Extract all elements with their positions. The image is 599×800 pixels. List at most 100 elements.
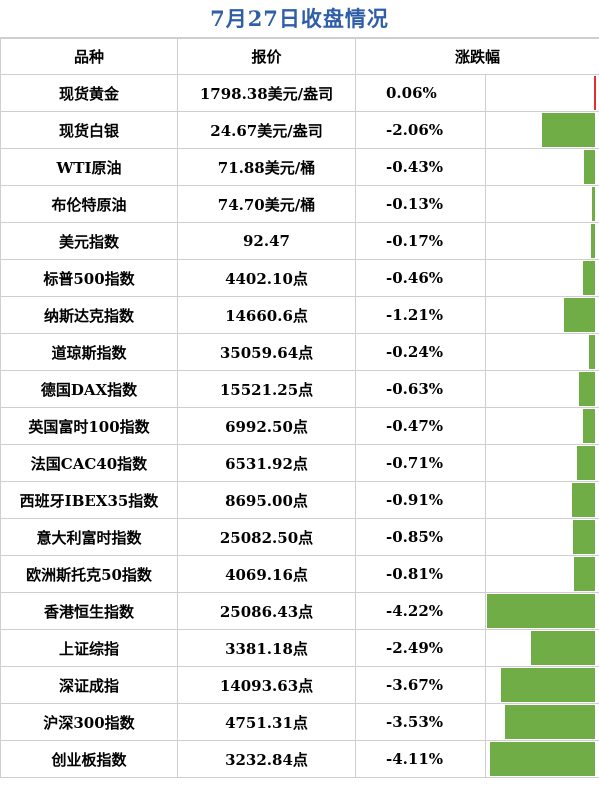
- row-bar-cell: [484, 111, 599, 149]
- row-name: 香港恒生指数: [0, 592, 178, 630]
- row-name: 上证综指: [0, 629, 178, 667]
- row-price: 6531.92点: [177, 444, 356, 482]
- table-row: WTI原油 71.88美元/桶 -0.43%: [0, 148, 599, 186]
- row-name: 沪深300指数: [0, 703, 178, 741]
- page-title: 7月27日收盘情况: [0, 0, 599, 38]
- table-row: 沪深300指数 4751.31点 -3.53%: [0, 703, 599, 741]
- row-name: 法国CAC40指数: [0, 444, 178, 482]
- row-bar-cell: [484, 222, 599, 260]
- row-price: 1798.38美元/盎司: [177, 74, 356, 112]
- row-change: -0.13%: [355, 185, 486, 223]
- table-header-row: 品种 报价 涨跌幅: [0, 38, 599, 75]
- row-name: 现货黄金: [0, 74, 178, 112]
- row-bar-cell: [484, 259, 599, 297]
- row-name: WTI原油: [0, 148, 178, 186]
- row-change: -0.46%: [355, 259, 486, 297]
- row-name: 意大利富时指数: [0, 518, 178, 556]
- negative-change-bar: [592, 187, 596, 221]
- negative-change-bar: [589, 335, 596, 369]
- row-bar-cell: [484, 518, 599, 556]
- table-row: 英国富时100指数 6992.50点 -0.47%: [0, 407, 599, 445]
- row-name: 道琼斯指数: [0, 333, 178, 371]
- row-bar-cell: [484, 629, 599, 667]
- row-name: 欧洲斯托克50指数: [0, 555, 178, 593]
- row-change: -0.24%: [355, 333, 486, 371]
- row-bar-cell: [484, 407, 599, 445]
- market-table: 品种 报价 涨跌幅 现货黄金 1798.38美元/盎司 0.06% 现货白银 24.67…: [0, 38, 599, 778]
- negative-change-bar: [487, 594, 596, 628]
- header-change: 涨跌幅: [354, 38, 599, 75]
- row-name: 布伦特原油: [0, 185, 178, 223]
- row-change: -0.63%: [355, 370, 486, 408]
- row-bar-cell: [484, 740, 599, 778]
- positive-change-bar: [594, 76, 597, 110]
- row-bar-cell: [484, 444, 599, 482]
- row-change: -0.85%: [355, 518, 486, 556]
- negative-change-bar: [572, 483, 596, 517]
- table-row: 纳斯达克指数 14660.6点 -1.21%: [0, 296, 599, 334]
- table-row: 香港恒生指数 25086.43点 -4.22%: [0, 592, 599, 630]
- negative-change-bar: [583, 409, 596, 443]
- row-name: 德国DAX指数: [0, 370, 178, 408]
- table-row: 西班牙IBEX35指数 8695.00点 -0.91%: [0, 481, 599, 519]
- negative-change-bar: [584, 150, 596, 184]
- row-name: 西班牙IBEX35指数: [0, 481, 178, 519]
- row-change: 0.06%: [355, 74, 486, 112]
- header-price: 报价: [177, 38, 356, 75]
- row-bar-cell: [484, 666, 599, 704]
- row-price: 15521.25点: [177, 370, 356, 408]
- table-row: 德国DAX指数 15521.25点 -0.63%: [0, 370, 599, 408]
- row-price: 14660.6点: [177, 296, 356, 334]
- row-bar-cell: [484, 74, 599, 112]
- row-change: -4.11%: [355, 740, 486, 778]
- row-name: 美元指数: [0, 222, 178, 260]
- negative-change-bar: [490, 742, 596, 776]
- row-bar-cell: [484, 296, 599, 334]
- row-bar-cell: [484, 333, 599, 371]
- negative-change-bar: [574, 557, 596, 591]
- row-bar-cell: [484, 370, 599, 408]
- table-row: 现货白银 24.67美元/盎司 -2.06%: [0, 111, 599, 149]
- table-row: 上证综指 3381.18点 -2.49%: [0, 629, 599, 667]
- row-name: 英国富时100指数: [0, 407, 178, 445]
- row-change: -0.81%: [355, 555, 486, 593]
- row-price: 3232.84点: [177, 740, 356, 778]
- row-bar-cell: [484, 481, 599, 519]
- table-row: 标普500指数 4402.10点 -0.46%: [0, 259, 599, 297]
- row-price: 35059.64点: [177, 333, 356, 371]
- negative-change-bar: [579, 372, 596, 406]
- row-change: -2.49%: [355, 629, 486, 667]
- table-row: 现货黄金 1798.38美元/盎司 0.06%: [0, 74, 599, 112]
- row-change: -0.47%: [355, 407, 486, 445]
- row-price: 6992.50点: [177, 407, 356, 445]
- row-price: 8695.00点: [177, 481, 356, 519]
- row-change: -3.53%: [355, 703, 486, 741]
- table-row: 布伦特原油 74.70美元/桶 -0.13%: [0, 185, 599, 223]
- row-bar-cell: [484, 185, 599, 223]
- row-bar-cell: [484, 592, 599, 630]
- table-row: 创业板指数 3232.84点 -4.11%: [0, 740, 599, 778]
- row-bar-cell: [484, 148, 599, 186]
- negative-change-bar: [591, 224, 596, 258]
- row-change: -0.71%: [355, 444, 486, 482]
- row-name: 现货白银: [0, 111, 178, 149]
- row-bar-cell: [484, 703, 599, 741]
- negative-change-bar: [501, 668, 596, 702]
- table-row: 法国CAC40指数 6531.92点 -0.71%: [0, 444, 599, 482]
- row-name: 纳斯达克指数: [0, 296, 178, 334]
- row-change: -0.17%: [355, 222, 486, 260]
- row-name: 深证成指: [0, 666, 178, 704]
- row-price: 74.70美元/桶: [177, 185, 356, 223]
- negative-change-bar: [542, 113, 596, 147]
- negative-change-bar: [577, 446, 596, 480]
- negative-change-bar: [505, 705, 596, 739]
- row-price: 92.47: [177, 222, 356, 260]
- row-change: -3.67%: [355, 666, 486, 704]
- row-change: -0.43%: [355, 148, 486, 186]
- row-price: 25086.43点: [177, 592, 356, 630]
- row-change: -2.06%: [355, 111, 486, 149]
- table-row: 美元指数 92.47 -0.17%: [0, 222, 599, 260]
- negative-change-bar: [564, 298, 596, 332]
- negative-change-bar: [531, 631, 596, 665]
